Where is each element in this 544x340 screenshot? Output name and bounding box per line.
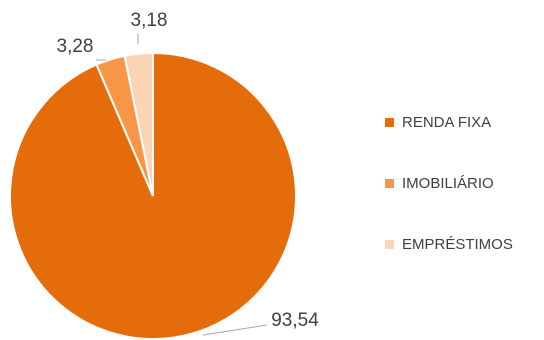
data-labels: 93,54 3,28 3,18	[57, 10, 320, 331]
data-label-emprestimos: 3,18	[131, 10, 168, 31]
data-label-imobiliario: 3,28	[57, 36, 94, 57]
legend-label-imobiliario: IMOBILIÁRIO	[402, 174, 494, 192]
pie-slice-emprestimos	[123, 51, 154, 197]
legend-label-emprestimos: EMPRÉSTIMOS	[402, 235, 513, 253]
leader-lines	[96, 34, 268, 336]
legend-item-renda-fixa: RENDA FIXA	[385, 110, 540, 134]
legend-swatch-emprestimos	[385, 239, 394, 249]
legend-item-emprestimos: EMPRÉSTIMOS	[385, 232, 540, 256]
legend-label-renda-fixa: RENDA FIXA	[402, 113, 492, 131]
leader-line-renda-fixa	[202, 324, 268, 336]
pie-slices	[9, 51, 297, 340]
data-label-renda-fixa: 93,54	[271, 310, 319, 331]
legend: RENDA FIXA IMOBILIÁRIO EMPRÉSTIMOS	[385, 110, 540, 293]
legend-item-imobiliario: IMOBILIÁRIO	[385, 171, 540, 195]
legend-swatch-imobiliario	[385, 178, 394, 188]
pie-slice-renda-fixa	[9, 51, 297, 340]
legend-swatch-renda-fixa	[385, 117, 394, 127]
